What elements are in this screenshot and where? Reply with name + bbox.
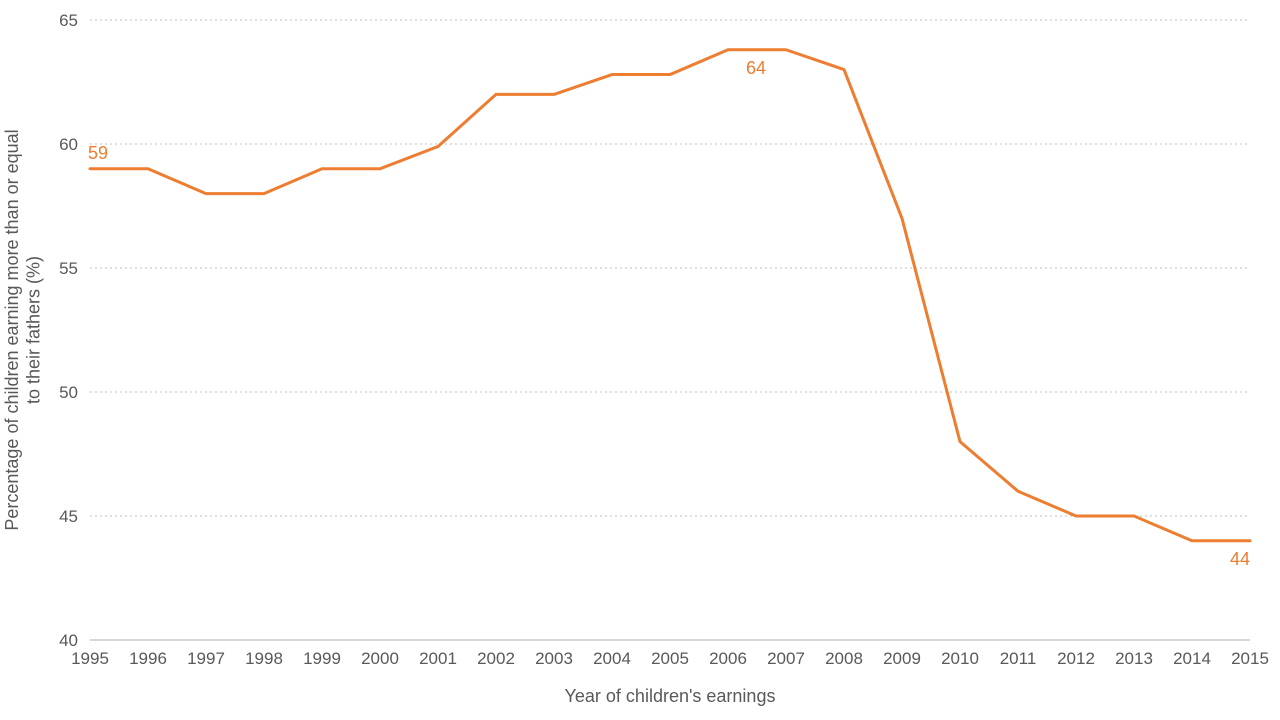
x-tick-label: 2015 (1231, 649, 1269, 668)
x-axis-title: Year of children's earnings (565, 686, 776, 706)
x-tick-label: 2006 (709, 649, 747, 668)
x-tick-label: 2013 (1115, 649, 1153, 668)
y-axis-title: Percentage of children earning more than… (2, 129, 44, 530)
y-tick-label: 60 (59, 135, 78, 154)
x-tick-label: 2012 (1057, 649, 1095, 668)
x-tick-label: 2009 (883, 649, 921, 668)
x-tick-label: 2004 (593, 649, 631, 668)
x-tick-label: 1997 (187, 649, 225, 668)
chart-svg: 40 45 50 55 60 65 1995 1996 1997 1998 1999 2000 2001… (0, 0, 1280, 720)
x-tick-label: 1996 (129, 649, 167, 668)
x-tick-label: 1998 (245, 649, 283, 668)
x-tick-label: 1995 (71, 649, 109, 668)
x-tick-label: 2007 (767, 649, 805, 668)
data-label: 44 (1230, 549, 1250, 569)
x-tick-label: 2005 (651, 649, 689, 668)
x-tick-label: 2011 (1000, 649, 1037, 668)
data-label: 59 (88, 143, 108, 163)
line-series (90, 50, 1250, 541)
y-tick-label: 50 (59, 383, 78, 402)
x-tick-label: 2014 (1173, 649, 1211, 668)
x-tick-label: 2008 (825, 649, 863, 668)
x-tick-label: 2003 (535, 649, 573, 668)
y-tick-label: 45 (59, 507, 78, 526)
x-tick-label: 2001 (419, 649, 457, 668)
data-label: 64 (746, 58, 766, 78)
x-tick-label: 1999 (303, 649, 341, 668)
y-tick-label: 40 (59, 631, 78, 650)
y-tick-label: 55 (59, 259, 78, 278)
line-chart: 40 45 50 55 60 65 1995 1996 1997 1998 1999 2000 2001… (0, 0, 1280, 720)
x-tick-label: 2000 (361, 649, 399, 668)
x-tick-label: 2010 (941, 649, 979, 668)
x-tick-label: 2002 (477, 649, 515, 668)
y-tick-label: 65 (59, 11, 78, 30)
